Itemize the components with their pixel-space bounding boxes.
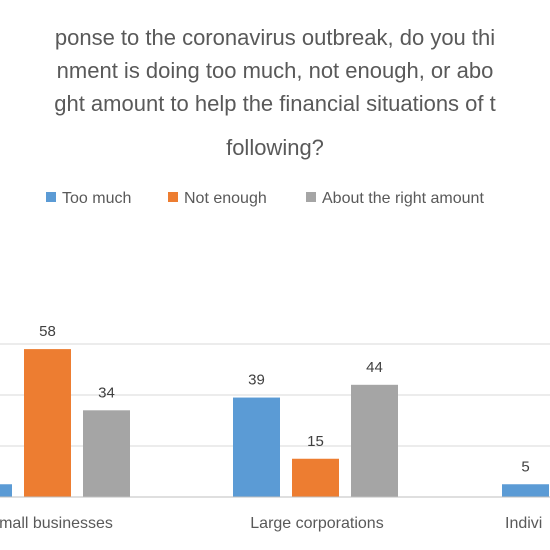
data-label-not-enough: 58: [39, 323, 56, 340]
data-label-about-right: 44: [366, 359, 383, 376]
data-labels: 39 5 58 15 34 44: [39, 323, 530, 475]
category-labels: mall businesses Large corporations Indiv…: [0, 515, 542, 532]
bar-not-enough: [292, 458, 339, 497]
legend-swatch-not-enough: [168, 192, 178, 202]
legend-swatch-too-much: [46, 192, 56, 202]
chart-title-line: nment is doing too much, not enough, or …: [57, 58, 494, 83]
legend-label-too-much: Too much: [62, 190, 131, 207]
bar-too-much: [233, 397, 280, 497]
bars: [0, 349, 549, 497]
data-label-too-much: 5: [521, 458, 529, 475]
bar-not-enough: [24, 349, 71, 497]
category-label-individuals: Indivi: [505, 515, 542, 532]
bar-too-much: [0, 484, 12, 497]
category-label-large-corporations: Large corporations: [250, 515, 383, 532]
chart-title-line: ponse to the coronavirus outbreak, do yo…: [55, 25, 495, 50]
chart-title: ponse to the coronavirus outbreak, do yo…: [54, 25, 496, 160]
legend-swatch-about-right: [306, 192, 316, 202]
chart-title-line: ght amount to help the financial situati…: [54, 91, 496, 116]
bar-about-right: [83, 410, 130, 497]
data-label-not-enough: 15: [307, 433, 324, 450]
legend-label-not-enough: Not enough: [184, 190, 267, 207]
data-label-about-right: 34: [98, 384, 115, 401]
chart-title-line: following?: [226, 135, 324, 160]
legend: Too much Not enough About the right amou…: [46, 190, 484, 207]
bar-too-much: [502, 484, 549, 497]
legend-label-about-right: About the right amount: [322, 190, 484, 207]
bar-about-right: [351, 384, 398, 497]
data-label-too-much: 39: [248, 372, 265, 389]
category-label-small-businesses: mall businesses: [0, 515, 113, 532]
